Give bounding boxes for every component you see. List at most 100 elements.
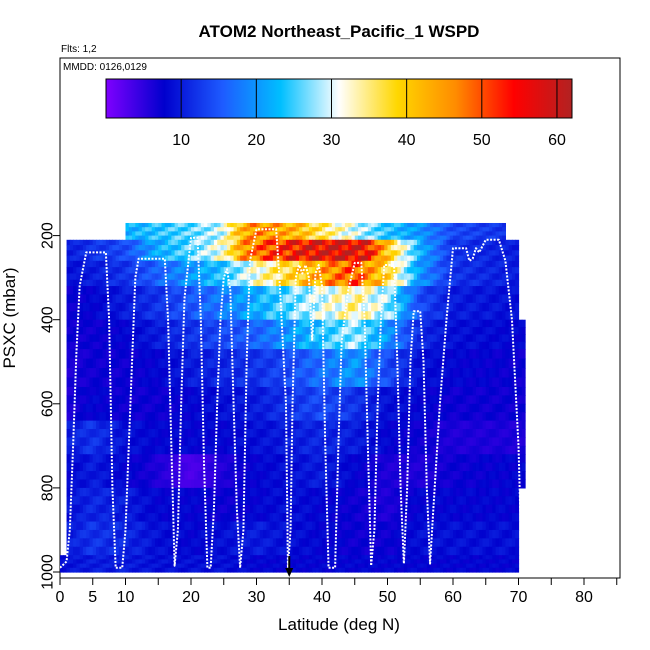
heatmap-cell [384, 327, 389, 336]
heatmap-cell [69, 412, 74, 422]
heatmap-cell [443, 334, 448, 343]
heatmap-cell [492, 267, 497, 275]
heatmap-cell [511, 479, 516, 489]
heatmap-cell [361, 327, 366, 336]
heatmap-cell [276, 327, 281, 336]
heatmap-cell [312, 429, 317, 439]
heatmap-cell [66, 358, 71, 369]
heatmap-cell [266, 227, 271, 232]
heatmap-cell [341, 267, 346, 275]
heatmap-cell [328, 403, 333, 413]
heatmap-cell [105, 437, 110, 447]
heatmap-cell [230, 403, 235, 413]
heatmap-cell [138, 368, 143, 379]
heatmap-cell [367, 286, 372, 296]
heatmap-cell [263, 429, 267, 439]
heatmap-cell [266, 260, 271, 268]
heatmap-cell [511, 319, 516, 328]
heatmap-cell [335, 273, 339, 281]
heatmap-cell [443, 395, 448, 405]
heatmap-cell [233, 286, 238, 296]
heatmap-cell [433, 222, 438, 228]
heatmap-cell [394, 429, 398, 439]
heatmap-cell [489, 245, 493, 251]
heatmap-cell [436, 386, 441, 396]
heatmap-cell [220, 454, 225, 464]
heatmap-cell [466, 454, 470, 464]
heatmap-cell [420, 358, 425, 369]
heatmap-cell [390, 255, 395, 262]
heatmap-cell [475, 403, 480, 413]
heatmap-cell [174, 279, 179, 287]
heatmap-cell [433, 349, 438, 360]
heatmap-cell [227, 302, 231, 312]
heatmap-cell [328, 368, 333, 379]
heatmap-cell [426, 260, 431, 268]
heatmap-cell [86, 311, 91, 321]
heatmap-cell [420, 311, 425, 321]
heatmap-cell [508, 479, 513, 489]
heatmap-cell [358, 395, 362, 405]
heatmap-cell [371, 479, 375, 489]
heatmap-cell [433, 260, 438, 268]
heatmap-cell [328, 327, 333, 336]
heatmap-cell [151, 286, 156, 296]
heatmap-cell [482, 349, 487, 360]
heatmap-cell [82, 334, 87, 343]
heatmap-cell [135, 267, 140, 275]
heatmap-cell [158, 267, 163, 275]
heatmap-cell [495, 368, 500, 379]
heatmap-cell [472, 311, 477, 321]
heatmap-cell [292, 273, 297, 281]
heatmap-cell [384, 319, 389, 328]
heatmap-cell [259, 235, 264, 241]
heatmap-cell [269, 403, 274, 413]
heatmap-cell [361, 319, 366, 328]
heatmap-cell [377, 311, 382, 321]
heatmap-cell [181, 471, 186, 481]
heatmap-cell [299, 358, 303, 369]
heatmap-cell [482, 294, 487, 304]
heatmap-cell [521, 471, 526, 481]
heatmap-cell [292, 222, 297, 228]
heatmap-cell [341, 273, 346, 281]
heatmap-cell [515, 349, 520, 360]
heatmap-cell [394, 260, 398, 268]
heatmap-cell [115, 386, 120, 396]
heatmap-cell [73, 471, 77, 481]
heatmap-cell [436, 302, 441, 312]
heatmap-cell [164, 267, 169, 275]
heatmap-cell [426, 479, 431, 489]
heatmap-cell [82, 429, 87, 439]
heatmap-cell [394, 420, 398, 430]
heatmap-cell [456, 341, 461, 350]
heatmap-cell [66, 395, 71, 405]
heatmap-cell [89, 245, 94, 251]
heatmap-cell [315, 479, 320, 489]
heatmap-cell [318, 273, 323, 281]
heatmap-cell [338, 302, 343, 312]
heatmap-cell [485, 420, 490, 430]
heatmap-cell [410, 412, 415, 422]
heatmap-cell [371, 454, 375, 464]
heatmap-cell [361, 311, 366, 321]
heatmap-cell [335, 311, 339, 321]
heatmap-cell [331, 302, 336, 312]
heatmap-cell [459, 235, 464, 241]
heatmap-cell [446, 454, 451, 464]
heatmap-cell [263, 302, 267, 312]
heatmap-cell [397, 386, 402, 396]
heatmap-cell [302, 235, 307, 241]
heatmap-cell [92, 349, 97, 360]
heatmap-cell [168, 327, 172, 336]
heatmap-cell [181, 462, 186, 472]
heatmap-cell [230, 267, 235, 275]
heatmap-cell [466, 462, 470, 472]
heatmap-cell [390, 279, 395, 287]
heatmap-cell [459, 231, 464, 237]
heatmap-cell [256, 437, 261, 447]
heatmap-cell [86, 479, 91, 489]
heatmap-cell [141, 462, 146, 472]
heatmap-cell [495, 286, 500, 296]
heatmap-cell [233, 279, 238, 287]
